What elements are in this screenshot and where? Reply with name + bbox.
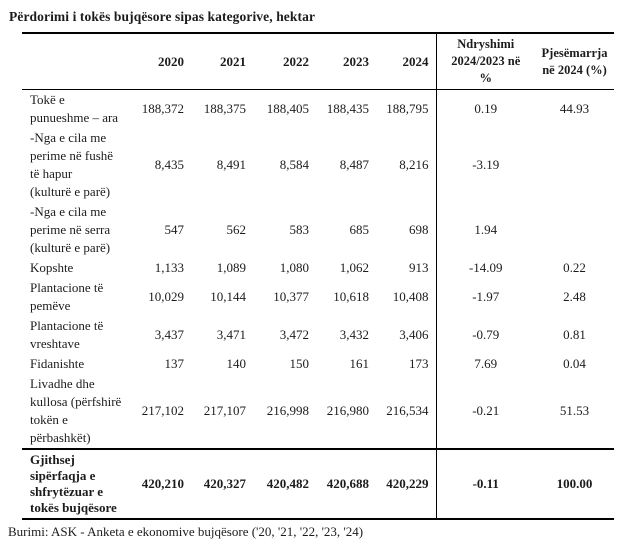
value-2021: 10,144 — [210, 289, 246, 304]
value-2021: 217,107 — [203, 403, 246, 418]
row-label: Tokë e punueshme – ara — [30, 92, 119, 125]
value-2023: 1,062 — [339, 260, 369, 275]
value-2024: 10,408 — [392, 289, 429, 304]
value-2022: 8,584 — [279, 157, 309, 172]
change-value: 1.94 — [435, 202, 535, 258]
total-share: 100.00 — [535, 448, 614, 519]
value-2023: 685 — [349, 222, 370, 237]
value-2023: 8,487 — [339, 157, 369, 172]
value-2024: 216,534 — [386, 403, 429, 418]
value-2020: 188,372 — [141, 101, 184, 116]
value-2020: 547 — [164, 222, 185, 237]
change-value: -3.19 — [435, 128, 535, 202]
table-row-greenhouse-vegetables: -Nga e cila me perime në serra (kulturë … — [22, 202, 614, 258]
table-row-nurseries: Fidanishte 137 140 150 161 173 7.69 0.04 — [22, 354, 614, 374]
table-row-open-field-vegetables: -Nga e cila me perime në fushë të hapur … — [22, 128, 614, 202]
value-2024: 913 — [409, 260, 429, 275]
category-header — [22, 33, 134, 90]
value-2020: 137 — [164, 356, 185, 371]
change-value: -14.09 — [435, 258, 535, 278]
value-2020: 3,437 — [154, 327, 184, 342]
total-2020: 420,210 — [134, 448, 191, 519]
share-header: Pjesëmarrja në 2024 (%) — [535, 33, 614, 90]
total-2023: 420,688 — [316, 448, 376, 519]
row-label: Livadhe dhe kullosa (përfshirë tokën e p… — [30, 376, 122, 445]
value-2021: 3,471 — [216, 327, 246, 342]
value-2023: 161 — [349, 356, 370, 371]
change-value: -1.97 — [435, 278, 535, 316]
value-2023: 10,618 — [333, 289, 369, 304]
total-change: -0.11 — [435, 448, 535, 519]
value-2022: 3,472 — [279, 327, 309, 342]
row-label: -Nga e cila me perime në fushë të hapur … — [30, 130, 114, 199]
value-2024: 3,406 — [399, 327, 429, 342]
value-2022: 188,405 — [266, 101, 309, 116]
share-value — [535, 128, 614, 202]
table-row-total: Gjithsej sipërfaqja e shfrytëzuar e tokë… — [22, 448, 614, 519]
value-2020: 1,133 — [154, 260, 184, 275]
change-value: -0.79 — [435, 316, 535, 354]
share-value — [535, 202, 614, 258]
share-value: 51.53 — [559, 403, 590, 418]
value-2020: 8,435 — [154, 157, 184, 172]
year-header-2021: 2021 — [191, 33, 253, 90]
value-2023: 216,980 — [326, 403, 369, 418]
value-2024: 8,216 — [399, 157, 429, 172]
table-row-arable-land: Tokë e punueshme – ara 188,372 188,375 1… — [22, 89, 614, 128]
value-2020: 10,029 — [148, 289, 184, 304]
year-header-2023: 2023 — [316, 33, 376, 90]
share-value: 44.93 — [559, 101, 590, 116]
row-label: Kopshte — [30, 260, 74, 275]
value-2021: 8,491 — [216, 157, 246, 172]
change-header: Ndryshimi 2024/2023 në % — [435, 33, 535, 90]
total-label: Gjithsej sipërfaqja e shfrytëzuar e tokë… — [22, 448, 134, 519]
table-row-gardens: Kopshte 1,133 1,089 1,080 1,062 913 -14.… — [22, 258, 614, 278]
source-note: Burimi: ASK - Anketa e ekonomive bujqëso… — [8, 524, 364, 539]
row-label: Plantacione të pemëve — [30, 280, 104, 313]
page-title: Përdorimi i tokës bujqësore sipas katego… — [9, 9, 316, 24]
row-label: Fidanishte — [30, 356, 85, 371]
row-label: -Nga e cila me perime në serra (kulturë … — [30, 204, 111, 255]
value-2022: 10,377 — [273, 289, 309, 304]
value-2022: 216,998 — [266, 403, 309, 418]
table-row-vineyards: Plantacione të vreshtave 3,437 3,471 3,4… — [22, 316, 614, 354]
value-2021: 562 — [226, 222, 247, 237]
share-value: 2.48 — [563, 289, 586, 304]
year-header-2022: 2022 — [253, 33, 316, 90]
value-2023: 3,432 — [339, 327, 369, 342]
value-2024: 188,795 — [386, 101, 429, 116]
change-value: 7.69 — [435, 354, 535, 374]
value-2022: 150 — [289, 356, 310, 371]
total-2022: 420,482 — [253, 448, 316, 519]
total-2024: 420,229 — [376, 448, 436, 519]
value-2022: 583 — [289, 222, 310, 237]
year-header-2024: 2024 — [376, 33, 436, 90]
share-value: 0.22 — [563, 260, 586, 275]
header-row: 2020 2021 2022 2023 2024 Ndryshimi 2024/… — [22, 33, 614, 90]
total-2021: 420,327 — [191, 448, 253, 519]
change-value: 0.19 — [435, 89, 535, 128]
table-row-fruit-plantations: Plantacione të pemëve 10,029 10,144 10,3… — [22, 278, 614, 316]
value-2022: 1,080 — [279, 260, 309, 275]
row-label: Plantacione të vreshtave — [30, 318, 104, 351]
share-value: 0.81 — [563, 327, 586, 342]
value-2023: 188,435 — [326, 101, 369, 116]
value-2024: 173 — [409, 356, 429, 371]
value-2024: 698 — [409, 222, 429, 237]
value-2020: 217,102 — [141, 403, 184, 418]
value-2021: 188,375 — [203, 101, 246, 116]
value-2021: 140 — [226, 356, 247, 371]
value-2021: 1,089 — [216, 260, 246, 275]
change-value: -0.21 — [435, 374, 535, 449]
share-value: 0.04 — [563, 356, 586, 371]
table-row-meadows-pastures: Livadhe dhe kullosa (përfshirë tokën e p… — [22, 374, 614, 449]
land-use-table: 2020 2021 2022 2023 2024 Ndryshimi 2024/… — [22, 32, 614, 520]
year-header-2020: 2020 — [134, 33, 191, 90]
